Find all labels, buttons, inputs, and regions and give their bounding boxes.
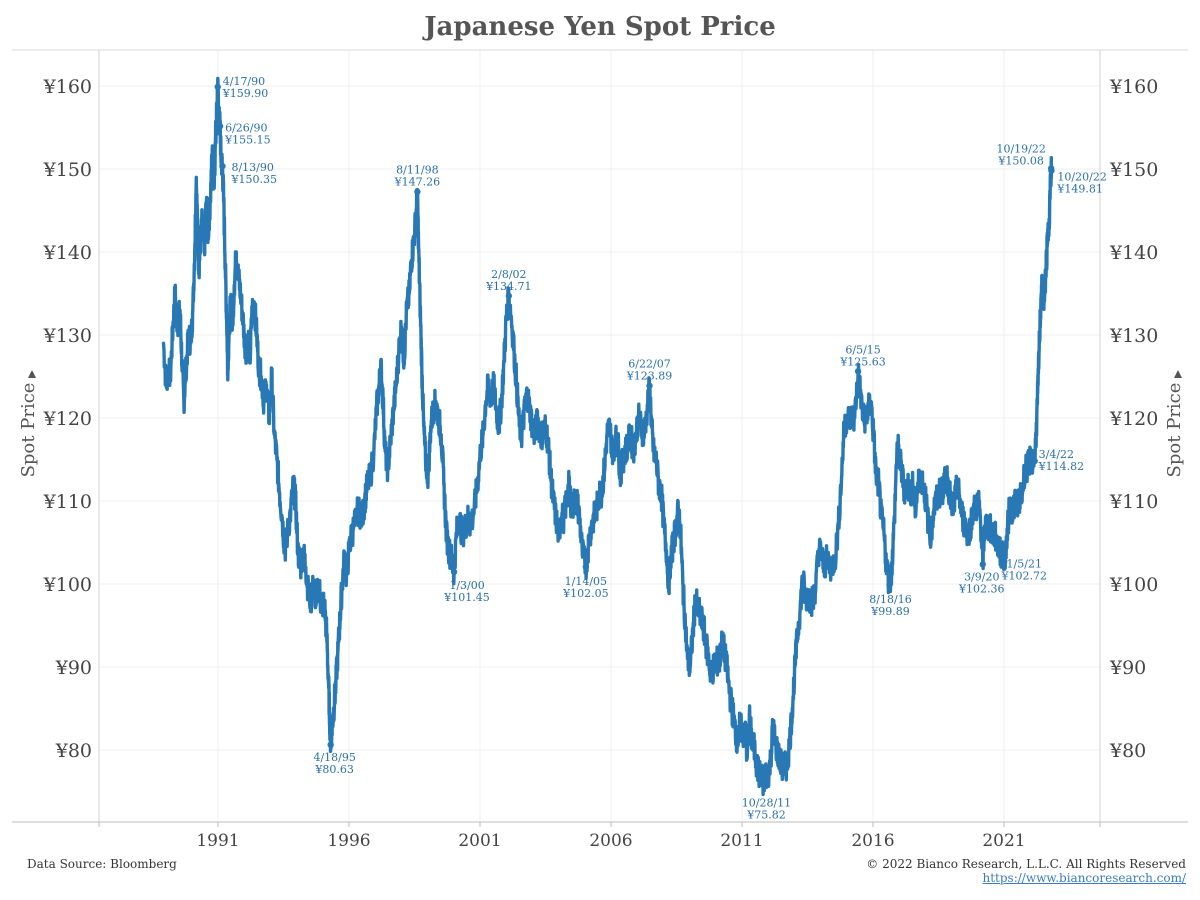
annotation-value-label: ¥80.63 (314, 763, 354, 776)
x-tick-label: 2021 (982, 831, 1025, 851)
annotation-marker (219, 162, 226, 170)
y-tick-label-left: ¥160 (43, 76, 92, 98)
annotation-date-label: 10/28/11 (742, 797, 791, 810)
y-tick-label-right: ¥80 (1109, 740, 1146, 762)
x-tick-label: 1996 (327, 831, 370, 851)
annotation-value-label: ¥101.45 (443, 591, 490, 604)
data-source-note: Data Source: Bloomberg (27, 857, 177, 871)
annotation-marker (505, 292, 513, 300)
annotation-value-label: ¥99.89 (870, 605, 910, 618)
y-tick-label-right: ¥150 (1109, 159, 1158, 181)
annotation-date-label: 10/20/22 (1057, 171, 1106, 184)
annotation-value-label: ¥75.82 (746, 809, 786, 822)
y-axis-title-right: Spot Price (1164, 383, 1185, 478)
annotation-value-label: ¥149.81 (1056, 183, 1103, 196)
axis-layer: ¥80 ¥80 ¥90 ¥90 ¥100 ¥100 ¥110 ¥110 ¥120 ¥120 ¥130… (12, 49, 1188, 851)
annotation-value-label: ¥114.82 (1038, 460, 1085, 473)
website-link[interactable]: https://www.biancoresearch.com/ (982, 871, 1186, 885)
annotation-date-label: 4/18/95 (313, 751, 355, 764)
annotation-marker (646, 382, 653, 389)
y-tick-label-left: ¥80 (55, 740, 92, 762)
annotation-marker (1031, 457, 1038, 465)
annotation-value-label: ¥134.71 (485, 280, 532, 293)
annotation-date-label: 6/26/90 (225, 121, 267, 134)
x-tick-label: 2001 (458, 831, 501, 851)
y-tick-label-right: ¥160 (1109, 76, 1158, 98)
annotation-date-label: 2/8/02 (491, 268, 526, 281)
y-tick-label-right: ¥100 (1109, 574, 1158, 596)
annotation-value-label: ¥150.35 (230, 173, 276, 186)
annotation-date-label: 6/5/15 (845, 343, 880, 356)
annotation-value-label: ¥125.63 (839, 355, 886, 368)
pin-icon (1174, 370, 1182, 378)
annotation-marker (1048, 167, 1055, 174)
pin-icon (28, 370, 36, 378)
annotation-date-label: 1/5/21 (1007, 557, 1042, 570)
y-tick-label-right: ¥140 (1109, 242, 1158, 264)
annotation-date-label: 1/14/05 (565, 575, 607, 588)
annotation-marker (1001, 558, 1008, 565)
annotation-marker (582, 563, 590, 571)
annotation-value-label: ¥102.72 (1001, 569, 1048, 582)
copyright-note: © 2022 Bianco Research, L.L.C. All Right… (866, 857, 1186, 871)
annotation-marker (979, 561, 986, 568)
y-tick-label-left: ¥120 (43, 408, 92, 430)
annotation-marker (414, 188, 421, 195)
y-tick-label-right: ¥130 (1109, 325, 1158, 347)
x-tick-label: 1991 (196, 831, 239, 851)
annotation-date-label: 6/22/07 (628, 358, 670, 371)
y-tick-label-right: ¥120 (1109, 408, 1158, 430)
y-tick-label-left: ¥130 (43, 325, 92, 347)
annotation-value-label: ¥150.08 (997, 154, 1044, 167)
y-tick-label-left: ¥140 (43, 242, 92, 264)
x-tick-label: 2006 (589, 831, 632, 851)
annotation-value-label: ¥147.26 (394, 176, 441, 189)
y-tick-label-left: ¥110 (43, 491, 92, 513)
annotation-date-label: 8/18/16 (869, 593, 911, 606)
annotation-date-label: 8/11/98 (396, 164, 438, 177)
y-axis-title-left: Spot Price (18, 383, 39, 478)
annotation-marker (214, 83, 221, 91)
y-tick-label-left: ¥150 (43, 159, 92, 181)
annotation-marker (760, 781, 767, 788)
annotation-marker (854, 368, 862, 375)
annotation-date-label: 8/13/90 (231, 161, 273, 174)
annotation-date-label: 4/17/90 (223, 75, 265, 88)
annotation-date-label: 3/4/22 (1039, 448, 1074, 461)
annotation-date-label: 10/19/22 (996, 142, 1045, 155)
annotation-layer: 4/17/90¥159.906/26/90¥155.158/13/90¥150.… (214, 75, 1107, 822)
y-tick-label-right: ¥90 (1109, 657, 1146, 679)
series-line-yen-spot (161, 76, 1054, 797)
line-layer (161, 76, 1054, 797)
annotation-date-label: 1/3/00 (449, 579, 484, 592)
annotation-value-label: ¥155.15 (224, 133, 271, 146)
annotation-marker (886, 581, 893, 589)
annotation-marker (216, 123, 224, 130)
chart-title: Japanese Yen Spot Price (424, 12, 776, 42)
annotation-value-label: ¥102.36 (958, 582, 1005, 595)
y-tick-label-right: ¥110 (1109, 491, 1158, 513)
y-tick-label-left: ¥90 (55, 657, 92, 679)
y-tick-label-left: ¥100 (43, 574, 92, 596)
annotation-value-label: ¥123.89 (626, 370, 673, 383)
x-tick-label: 2011 (720, 831, 763, 851)
annotation-value-label: ¥102.05 (562, 587, 609, 600)
annotation-date-label: 3/9/20 (964, 570, 999, 583)
annotation-marker (450, 568, 458, 576)
x-tick-label: 2016 (851, 831, 894, 851)
annotation-marker (327, 741, 334, 748)
annotation-value-label: ¥159.90 (222, 87, 269, 100)
